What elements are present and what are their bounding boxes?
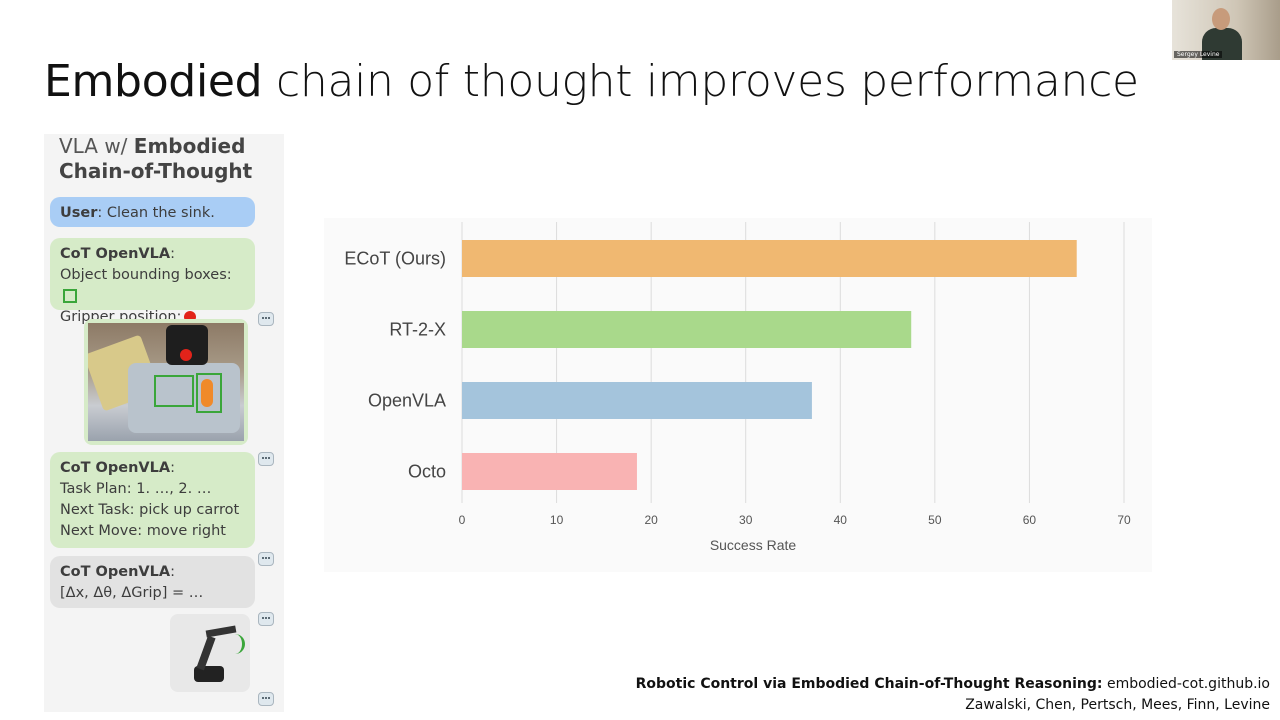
robot-avatar-icon	[258, 312, 274, 326]
cot3-line1: [Δx, Δθ, ΔGrip] = …	[60, 585, 204, 601]
success-rate-chart: 0 10 20 30 40 50 60 70 ECoT (Ours) RT-2-X OpenVLA O…	[324, 218, 1152, 572]
slide-title: Embodied chain of thought improves perfo…	[44, 56, 1139, 107]
user-message-bubble: User: Clean the sink.	[50, 197, 255, 227]
category-label-1: RT-2-X	[389, 320, 446, 340]
sink-scene-image	[84, 319, 248, 445]
category-label-2: OpenVLA	[368, 391, 446, 411]
sink-photo	[88, 323, 244, 441]
heading-prefix: VLA w/	[59, 134, 134, 158]
x-tick-label-40: 40	[834, 513, 848, 527]
move-right-arrow-icon	[228, 634, 245, 654]
cot-bubble-1: CoT OpenVLA: Object bounding boxes: Grip…	[50, 238, 255, 325]
citation-authors: Zawalski, Chen, Pertsch, Mees, Finn, Lev…	[965, 697, 1270, 713]
citation: Robotic Control via Embodied Chain-of-Th…	[636, 674, 1270, 716]
x-tick-label-70: 70	[1117, 513, 1131, 527]
x-tick-label-30: 30	[739, 513, 753, 527]
category-label-0: ECoT (Ours)	[344, 249, 446, 269]
bbox-sponge	[154, 375, 194, 407]
cot2-label: CoT OpenVLA	[60, 460, 171, 476]
cot3-label: CoT OpenVLA	[60, 564, 171, 580]
cot1-label: CoT OpenVLA	[60, 246, 171, 262]
webcam-video-tile[interactable]: Sergey Levine	[1172, 0, 1280, 60]
cot2-line1: Task Plan: 1. …, 2. …	[60, 481, 212, 497]
carrot	[201, 379, 213, 407]
bar-2	[462, 382, 812, 419]
x-tick-label-60: 60	[1023, 513, 1037, 527]
citation-url: embodied-cot.github.io	[1102, 676, 1270, 692]
robot-base	[194, 666, 224, 682]
x-tick-label-50: 50	[928, 513, 942, 527]
cot3-colon: :	[170, 564, 175, 580]
x-tick-label-0: 0	[459, 513, 466, 527]
robot-avatar-icon	[258, 612, 274, 626]
robot-avatar-icon	[258, 552, 274, 566]
x-tick-label-20: 20	[644, 513, 658, 527]
heading-bold: Embodied	[133, 134, 246, 158]
citation-title: Robotic Control via Embodied Chain-of-Th…	[635, 676, 1103, 692]
cot1-line1: Object bounding boxes:	[60, 267, 232, 283]
cot-bubble-2: CoT OpenVLA: Task Plan: 1. …, 2. … Next …	[50, 452, 255, 548]
bar-3	[462, 453, 637, 490]
x-axis-title: Success Rate	[710, 537, 797, 553]
x-tick-label-10: 10	[550, 513, 564, 527]
user-label: User	[60, 205, 98, 221]
cot2-line2: Next Task: pick up carrot	[60, 502, 240, 518]
bar-0	[462, 240, 1077, 277]
bar-1	[462, 311, 912, 348]
webcam-person-head	[1212, 8, 1230, 30]
title-rest: chain of thought improves performance	[262, 56, 1139, 107]
cot1-colon: :	[170, 246, 175, 262]
bounding-box-icon	[63, 289, 77, 303]
webcam-name-label: Sergey Levine	[1174, 51, 1223, 58]
user-text: : Clean the sink.	[97, 205, 215, 221]
category-label-3: Octo	[408, 462, 446, 482]
title-emphasis: Embodied	[44, 56, 263, 107]
chart-svg: 0 10 20 30 40 50 60 70 ECoT (Ours) RT-2-X OpenVLA O…	[344, 222, 1131, 553]
gripper-position-dot	[180, 349, 192, 361]
cot2-colon: :	[170, 460, 175, 476]
robot-avatar-icon	[258, 692, 274, 706]
cot-bubble-3: CoT OpenVLA: [Δx, Δθ, ΔGrip] = …	[50, 556, 255, 608]
ecot-illustration-panel: VLA w/ Embodied Chain-of-Thought User: C…	[44, 134, 284, 712]
robot-arm-image	[170, 614, 250, 692]
heading-line2: Chain-of-Thought	[59, 159, 253, 183]
bbox-carrot	[196, 373, 222, 413]
robot-avatar-icon	[258, 452, 274, 466]
panel-heading: VLA w/ Embodied Chain-of-Thought	[59, 134, 252, 184]
cot2-line3: Next Move: move right	[60, 523, 226, 539]
